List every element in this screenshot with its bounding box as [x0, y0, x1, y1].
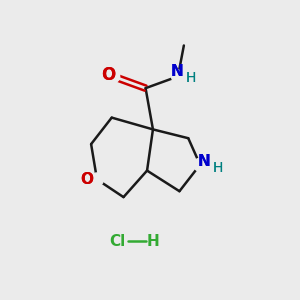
Text: N: N: [170, 64, 183, 80]
Circle shape: [91, 173, 103, 186]
Text: H: H: [147, 234, 159, 249]
Circle shape: [107, 70, 120, 83]
Text: O: O: [101, 66, 115, 84]
Text: O: O: [80, 172, 93, 187]
Text: H: H: [185, 71, 196, 85]
Circle shape: [194, 158, 206, 171]
Text: Cl: Cl: [110, 234, 126, 249]
Circle shape: [172, 70, 184, 83]
Text: O: O: [80, 172, 93, 187]
Text: N: N: [197, 154, 210, 169]
Text: O: O: [101, 66, 115, 84]
Text: H: H: [212, 161, 223, 175]
Text: N: N: [170, 64, 183, 80]
Text: H: H: [185, 71, 196, 85]
Text: N: N: [197, 154, 210, 169]
Text: H: H: [212, 161, 223, 175]
